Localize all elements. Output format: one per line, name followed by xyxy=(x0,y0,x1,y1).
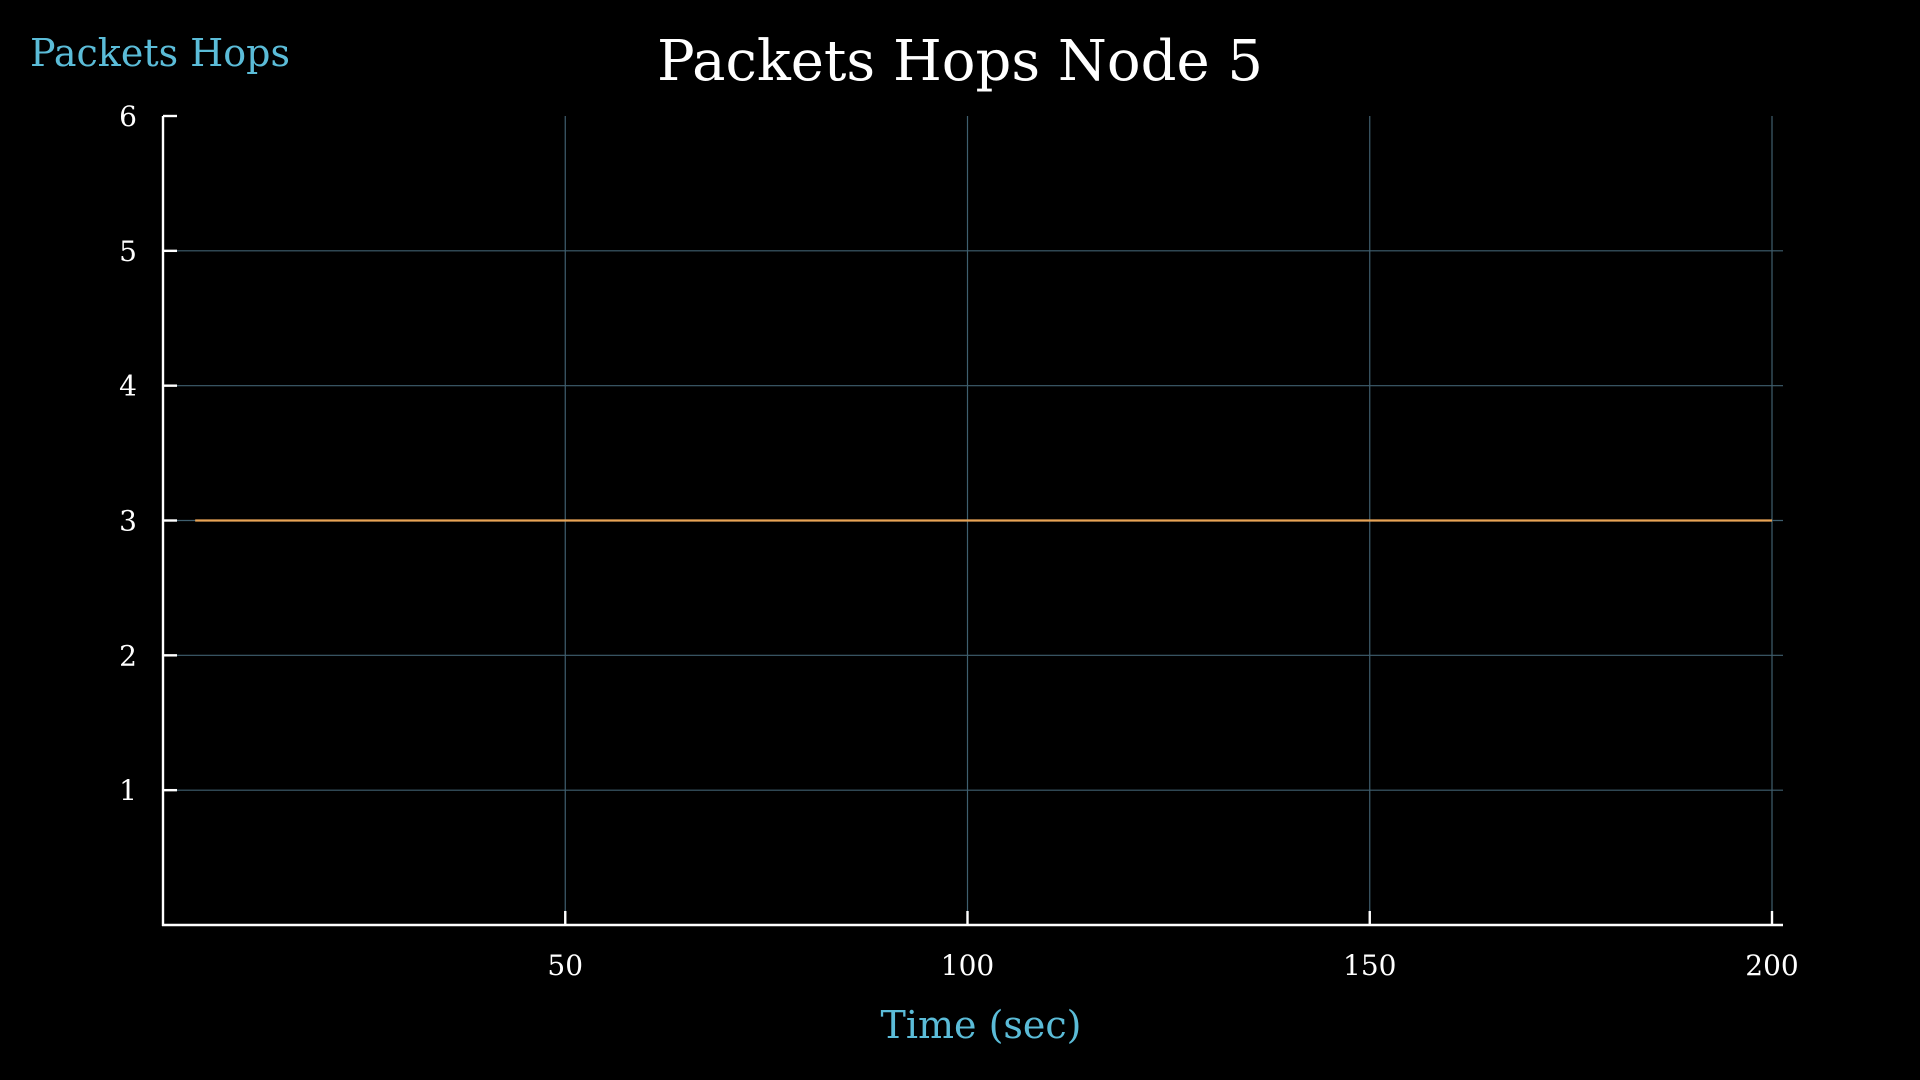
y-tick-label: 4 xyxy=(119,370,137,403)
x-tick-label: 150 xyxy=(1343,949,1396,982)
y-axis-label: Packets Hops xyxy=(30,31,290,75)
y-tick-label: 2 xyxy=(119,639,137,672)
y-tick-label: 6 xyxy=(119,100,137,133)
y-tick-label: 5 xyxy=(119,235,137,268)
tick-layer: 1 2 3 4 5 6 50 100 150 200 xyxy=(119,100,1799,982)
y-tick-label: 1 xyxy=(119,774,137,807)
x-tick-label: 100 xyxy=(941,949,994,982)
chart-title: Packets Hops Node 5 xyxy=(657,29,1263,94)
x-tick-label: 50 xyxy=(547,949,583,982)
y-tick-label: 3 xyxy=(119,505,137,538)
x-axis-label: Time (sec) xyxy=(880,1003,1081,1047)
x-tick-label: 200 xyxy=(1745,949,1798,982)
